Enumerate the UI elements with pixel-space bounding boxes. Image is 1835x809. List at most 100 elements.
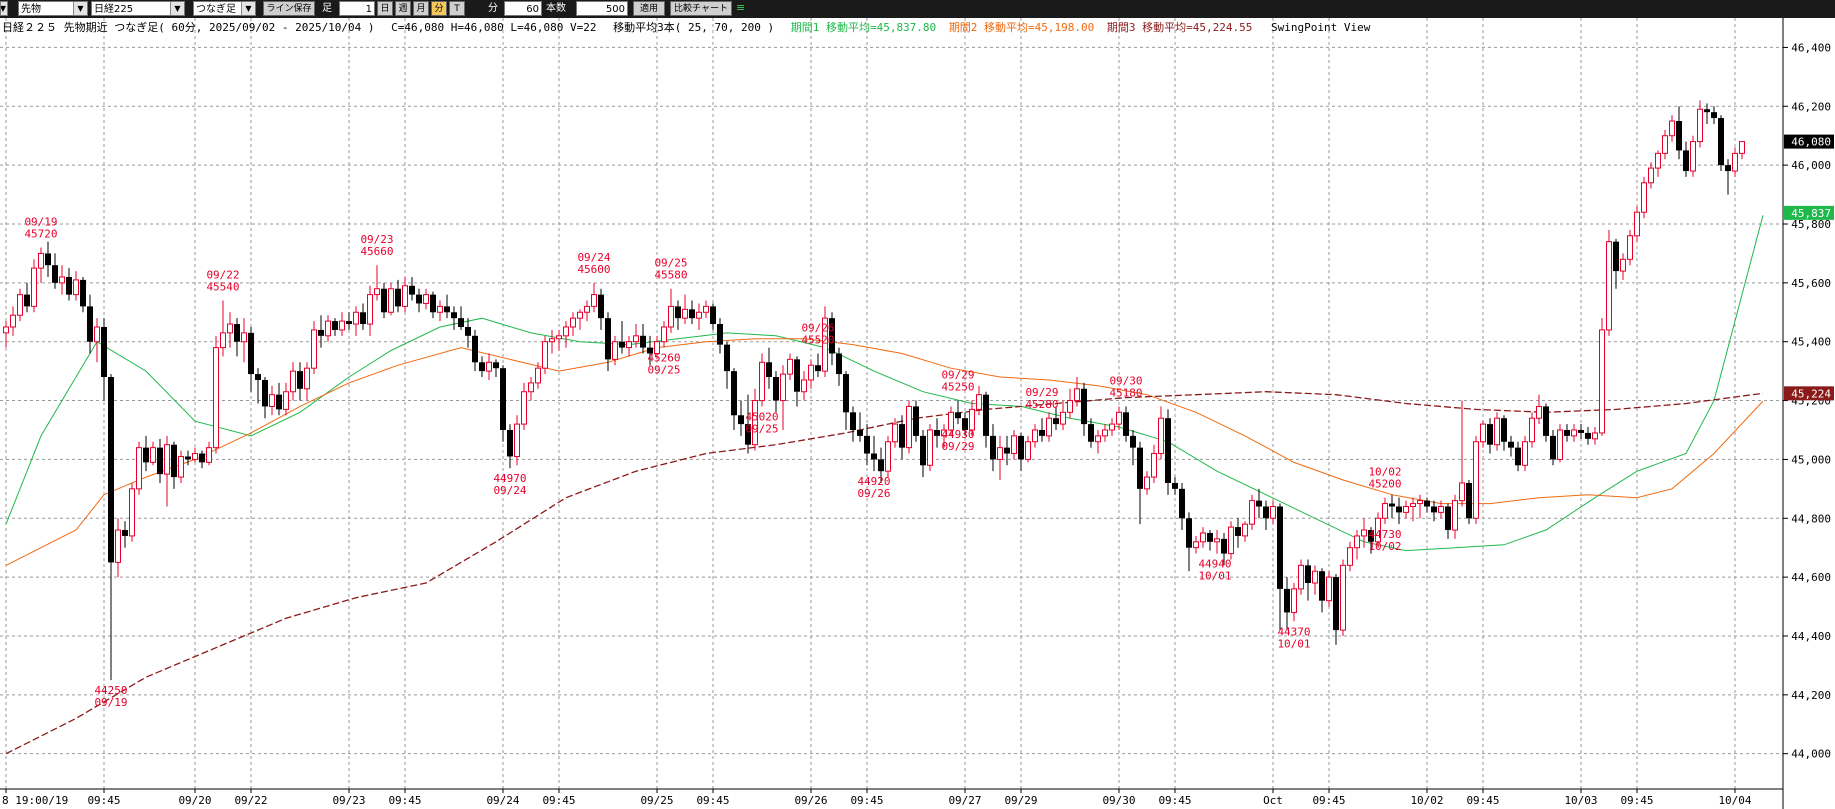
swing-date: 09/24 xyxy=(577,251,610,264)
time-tick-label: 09/26 xyxy=(794,794,827,807)
chart-area[interactable]: 日経２２５ 先物期近 つなぎ足( 60分, 2025/09/02 - 2025/… xyxy=(0,18,1835,809)
candle xyxy=(696,303,702,330)
compare-chart-button[interactable]: 比較チャート xyxy=(670,1,732,16)
chevron-down-icon[interactable]: ▼ xyxy=(170,2,184,15)
candle xyxy=(1284,577,1290,631)
candle-body xyxy=(1711,112,1717,119)
swing-date: 09/29 xyxy=(941,440,974,453)
candle xyxy=(521,382,527,430)
symbol-select[interactable]: 日経225 ▼ xyxy=(91,1,185,16)
chevron-down-icon[interactable]: ▼ xyxy=(241,2,255,15)
candle xyxy=(1417,494,1423,519)
ma-title: 移動平均3本( 25, 70, 200 ) xyxy=(613,20,774,34)
chart-type-select[interactable]: つなぎ足 ▼ xyxy=(193,1,256,16)
candle-body xyxy=(675,306,681,319)
candle xyxy=(381,282,387,319)
count-input[interactable]: 500 xyxy=(576,1,628,16)
candle-body xyxy=(59,276,65,284)
candle xyxy=(178,450,184,483)
candle-body xyxy=(66,276,72,295)
candle-body xyxy=(150,447,156,463)
candle-body xyxy=(780,373,786,402)
candle xyxy=(612,335,618,366)
candle xyxy=(997,435,1003,481)
candle xyxy=(1200,527,1206,548)
candle-body xyxy=(521,391,527,425)
candle-body xyxy=(1459,482,1465,502)
minute-input[interactable]: 60 xyxy=(504,1,542,16)
period-button-day[interactable]: 日 xyxy=(377,1,393,16)
candle-body xyxy=(1508,441,1514,448)
candle-body xyxy=(360,312,366,325)
candle xyxy=(276,382,282,416)
candle-body xyxy=(45,253,51,266)
candle-body xyxy=(1655,152,1661,169)
time-tick-label: 09:45 xyxy=(1158,794,1191,807)
candle xyxy=(1676,106,1682,160)
tick-input[interactable]: 1 xyxy=(339,1,375,16)
candle-body xyxy=(1585,432,1591,439)
price-tick-label: 44,200 xyxy=(1791,689,1831,702)
candle xyxy=(1718,115,1724,172)
candle xyxy=(1263,500,1269,531)
candle xyxy=(269,385,275,416)
candle-body xyxy=(493,362,499,369)
candle xyxy=(1305,559,1311,601)
candle xyxy=(962,412,968,436)
candle xyxy=(1725,159,1731,195)
candle xyxy=(542,335,548,375)
apply-button[interactable]: 適用 xyxy=(633,1,665,16)
time-tick-label: 10/03 xyxy=(1564,794,1597,807)
candle-body xyxy=(1151,453,1157,478)
chart-list-icon[interactable]: ≡ xyxy=(736,1,746,14)
candle xyxy=(1648,162,1654,189)
candle xyxy=(668,288,674,333)
price-tick-label: 44,600 xyxy=(1791,571,1831,584)
candle xyxy=(66,268,72,301)
candle-body xyxy=(1088,424,1094,442)
candle xyxy=(1543,403,1549,442)
candle-body xyxy=(262,379,268,407)
candle-body xyxy=(129,488,135,537)
candle xyxy=(1214,530,1220,554)
candle xyxy=(1627,229,1633,266)
price-badges: 45,224 45,837 46,080 xyxy=(1784,134,1834,401)
menu-arrow[interactable]: ▼ xyxy=(0,1,8,16)
candle-body xyxy=(1739,141,1745,154)
save-line-button[interactable]: ライン保存 xyxy=(263,1,315,16)
candle xyxy=(570,312,576,336)
candle xyxy=(1613,238,1619,289)
candle xyxy=(1585,427,1591,445)
candle-body xyxy=(1158,417,1164,455)
swing-price: 44930 xyxy=(941,428,974,441)
period-button-week[interactable]: 週 xyxy=(395,1,411,16)
ma1-price-badge-bg xyxy=(1784,205,1834,220)
candle-body xyxy=(682,308,688,319)
candle-body xyxy=(1473,441,1479,519)
candle-body xyxy=(157,447,163,475)
candle xyxy=(367,285,373,336)
candle-body xyxy=(1270,505,1276,519)
candle xyxy=(1312,565,1318,595)
candle-body xyxy=(577,311,583,319)
candle-body xyxy=(1242,523,1248,537)
candle xyxy=(1515,441,1521,472)
market-select[interactable]: 先物 ▼ xyxy=(18,1,88,16)
period-button-tick[interactable]: T xyxy=(449,1,465,16)
candle-body xyxy=(1543,406,1549,436)
candle-body xyxy=(1662,135,1668,154)
candle-body xyxy=(1032,429,1038,443)
ashi-label: 足 xyxy=(322,3,332,14)
chevron-down-icon[interactable]: ▼ xyxy=(73,2,87,15)
candle xyxy=(948,406,954,436)
period-button-minute[interactable]: 分 xyxy=(431,1,447,16)
candle xyxy=(1095,429,1101,454)
time-tick-label: 09:45 xyxy=(542,794,575,807)
candle-body xyxy=(17,294,23,316)
candle xyxy=(255,368,261,404)
period-button-month[interactable]: 月 xyxy=(413,1,429,16)
candle-body xyxy=(1263,506,1269,519)
market-select-value: 先物 xyxy=(21,4,41,15)
swing-price: 44970 xyxy=(493,472,526,485)
candle xyxy=(899,415,905,460)
